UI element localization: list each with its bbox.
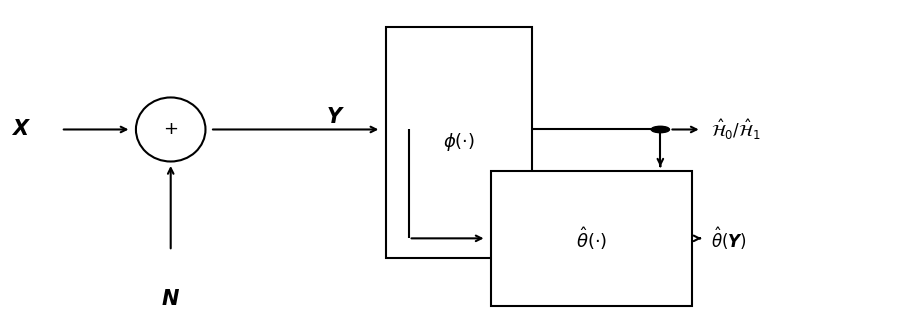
- Text: $\hat{\mathcal{H}}_0/\hat{\mathcal{H}}_1$: $\hat{\mathcal{H}}_0/\hat{\mathcal{H}}_1…: [711, 117, 760, 142]
- Text: $\boldsymbol{X}$: $\boldsymbol{X}$: [10, 120, 30, 140]
- Text: $\hat{\theta}(\boldsymbol{Y})$: $\hat{\theta}(\boldsymbol{Y})$: [711, 225, 746, 252]
- Text: $\boldsymbol{Y}$: $\boldsymbol{Y}$: [326, 107, 345, 127]
- Bar: [491, 171, 692, 306]
- Bar: [386, 27, 532, 257]
- Text: $\phi(\cdot)$: $\phi(\cdot)$: [443, 131, 475, 153]
- Circle shape: [651, 126, 669, 133]
- Text: $\boldsymbol{N}$: $\boldsymbol{N}$: [162, 289, 180, 309]
- Text: $\hat{\theta}(\cdot)$: $\hat{\theta}(\cdot)$: [577, 225, 608, 252]
- Text: $+$: $+$: [163, 120, 178, 139]
